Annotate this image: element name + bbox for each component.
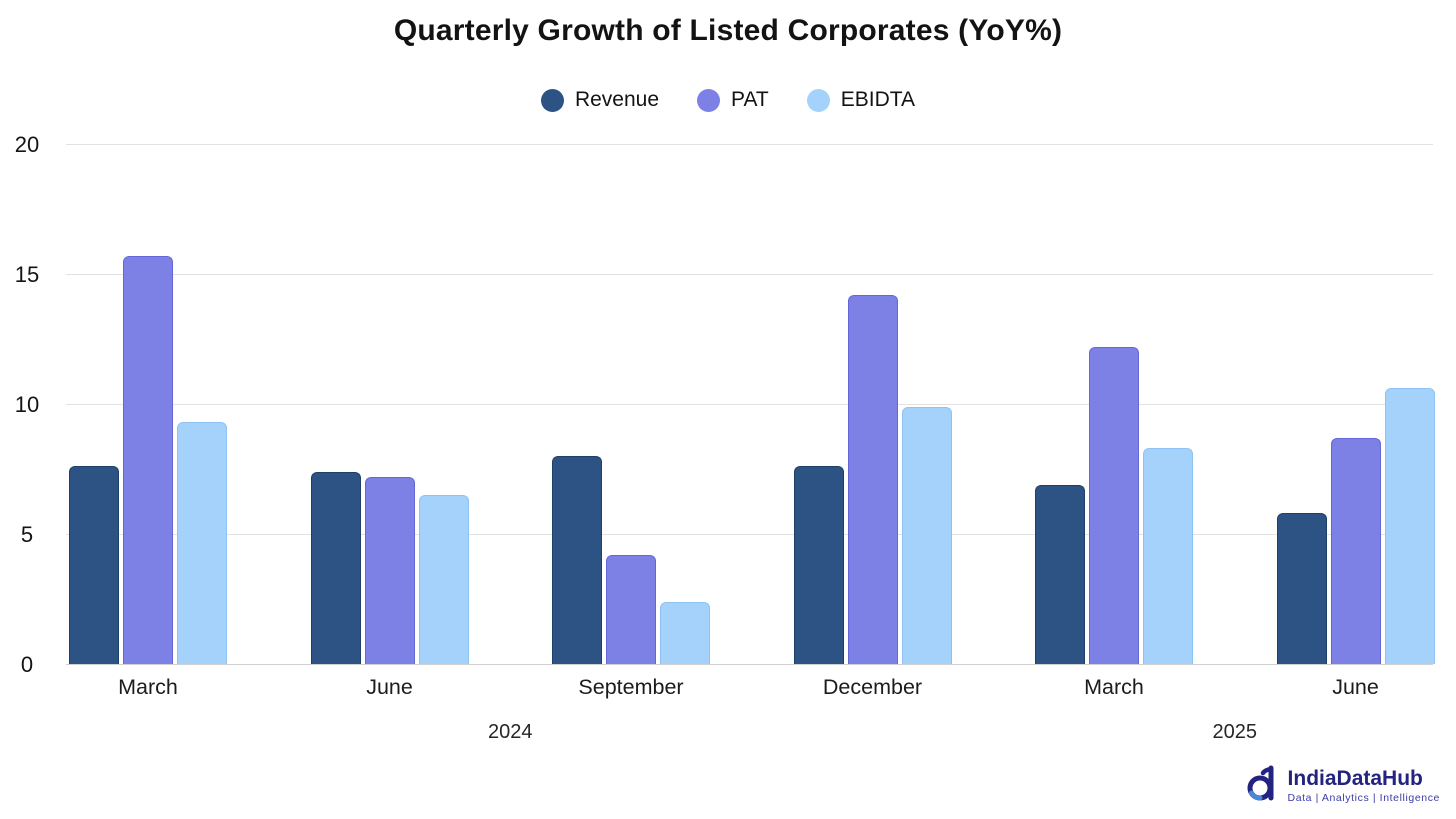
gridline-5: [66, 534, 1433, 535]
bar-group-december-3: [793, 294, 952, 664]
x-axis-label-march-4: March: [1084, 675, 1144, 699]
bar-group-june-1: [310, 471, 469, 664]
legend-swatch: [697, 88, 721, 112]
legend-item-pat: PAT: [697, 88, 769, 112]
plot-area: 0 5 10 15 20 March June September December March J…: [15, 132, 1435, 743]
chart-title: Quarterly Growth of Listed Corporates (Y…: [393, 14, 1063, 47]
bar-pat-june-5: [1330, 437, 1381, 664]
legend-label: Revenue: [574, 88, 660, 111]
gridline-15: [66, 274, 1433, 275]
logo-brand-text: IndiaDataHub: [1287, 766, 1423, 790]
gridline-0: [66, 664, 1433, 665]
bar-revenue-december-3: [793, 466, 844, 664]
y-tick-label-5: 5: [20, 522, 34, 547]
bar-revenue-september-2: [552, 456, 602, 664]
bar-ebidta-june-5: [1384, 388, 1435, 664]
indiadatahub-logo-icon: [1245, 762, 1281, 809]
x-axis-label-june-1: June: [366, 675, 413, 699]
bar-group-june-5: [1276, 388, 1435, 664]
legend: Revenue PAT EBIDTA: [0, 88, 1456, 112]
bar-group-march-4: [1035, 346, 1193, 664]
x-axis-label-june-5: June: [1332, 675, 1379, 699]
legend-label: EBIDTA: [840, 88, 916, 111]
bar-revenue-march-0: [69, 466, 119, 664]
gridline-10: [66, 404, 1433, 405]
legend-item-ebidta: EBIDTA: [806, 88, 916, 112]
logo: IndiaDataHub Data | Analytics | Intellig…: [1245, 762, 1440, 809]
bar-revenue-march-4: [1035, 484, 1085, 664]
bar-ebidta-september-2: [660, 601, 710, 664]
bar-ebidta-march-0: [177, 422, 227, 664]
bar-pat-june-1: [364, 476, 415, 664]
x-axis-label-september-2: September: [578, 675, 684, 699]
legend-item-revenue: Revenue: [540, 88, 660, 112]
bar-ebidta-june-1: [418, 495, 469, 664]
bar-ebidta-march-4: [1143, 448, 1193, 664]
bar-pat-december-3: [847, 294, 898, 664]
logo-tagline: Data | Analytics | Intelligence: [1287, 792, 1440, 805]
legend-swatch: [540, 88, 564, 112]
bar-pat-september-2: [606, 554, 656, 664]
gridline-20: [66, 144, 1433, 145]
x-axis-label-december-3: December: [822, 675, 923, 699]
bar-pat-march-4: [1089, 346, 1139, 664]
bar-group-september-2: [552, 456, 710, 664]
x-axis-label-march-0: March: [118, 675, 178, 699]
bar-revenue-june-1: [310, 471, 361, 664]
y-tick-label-15: 15: [14, 262, 40, 287]
y-tick-label-10: 10: [14, 392, 40, 417]
bar-ebidta-december-3: [901, 406, 952, 664]
y-tick-label-20: 20: [14, 132, 40, 157]
bar-revenue-june-5: [1276, 513, 1327, 664]
legend-label: PAT: [731, 88, 769, 111]
y-tick-label-0: 0: [20, 652, 34, 677]
year-label-2025: 2025: [1212, 721, 1258, 743]
year-label-2024: 2024: [488, 721, 533, 743]
bar-pat-march-0: [123, 255, 173, 664]
bar-group-march-0: [69, 255, 227, 664]
legend-swatch: [806, 88, 830, 112]
